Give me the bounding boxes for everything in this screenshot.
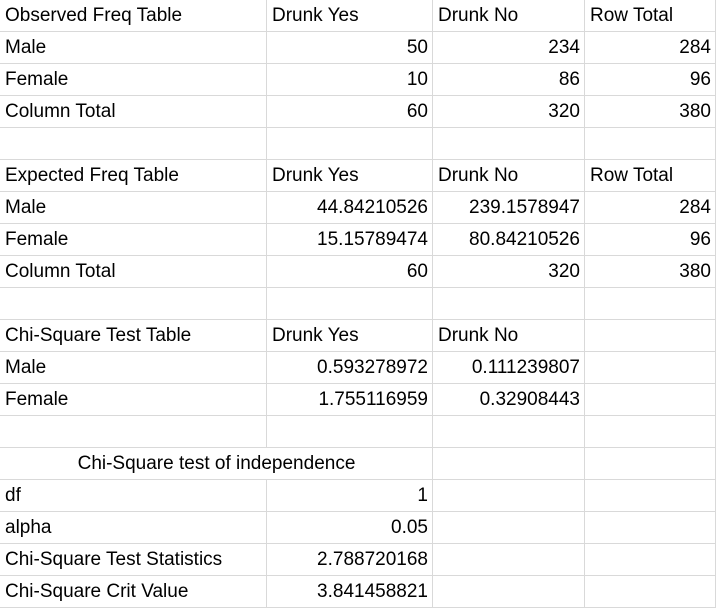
empty-cell[interactable] bbox=[0, 416, 267, 448]
chisq-female-drunk-yes[interactable]: 1.755116959 bbox=[267, 384, 433, 416]
empty-cell[interactable] bbox=[0, 288, 267, 320]
observed-male-row-total[interactable]: 284 bbox=[585, 32, 716, 64]
empty-cell[interactable] bbox=[585, 128, 716, 160]
empty-cell[interactable] bbox=[585, 448, 716, 480]
observed-male-drunk-no[interactable]: 234 bbox=[433, 32, 585, 64]
observed-female-drunk-no[interactable]: 86 bbox=[433, 64, 585, 96]
empty-cell[interactable] bbox=[585, 576, 716, 608]
observed-header-drunk-yes[interactable]: Drunk Yes bbox=[267, 0, 433, 32]
empty-cell[interactable] bbox=[433, 448, 585, 480]
empty-cell[interactable] bbox=[585, 544, 716, 576]
expected-column-total-drunk-yes[interactable]: 60 bbox=[267, 256, 433, 288]
empty-cell[interactable] bbox=[267, 416, 433, 448]
empty-cell[interactable] bbox=[433, 480, 585, 512]
expected-row-female-label[interactable]: Female bbox=[0, 224, 267, 256]
expected-female-row-total[interactable]: 96 bbox=[585, 224, 716, 256]
alpha-label[interactable]: alpha bbox=[0, 512, 267, 544]
test-statistic-label[interactable]: Chi-Square Test Statistics bbox=[0, 544, 267, 576]
empty-cell[interactable] bbox=[585, 512, 716, 544]
empty-cell[interactable] bbox=[433, 576, 585, 608]
chisq-male-drunk-yes[interactable]: 0.593278972 bbox=[267, 352, 433, 384]
observed-column-total-row-total[interactable]: 380 bbox=[585, 96, 716, 128]
expected-column-total-row-total[interactable]: 380 bbox=[585, 256, 716, 288]
empty-cell[interactable] bbox=[433, 544, 585, 576]
observed-column-total-drunk-no[interactable]: 320 bbox=[433, 96, 585, 128]
observed-female-drunk-yes[interactable]: 10 bbox=[267, 64, 433, 96]
observed-male-drunk-yes[interactable]: 50 bbox=[267, 32, 433, 64]
expected-male-row-total[interactable]: 284 bbox=[585, 192, 716, 224]
alpha-value[interactable]: 0.05 bbox=[267, 512, 433, 544]
expected-table-title[interactable]: Expected Freq Table bbox=[0, 160, 267, 192]
critical-value-label[interactable]: Chi-Square Crit Value bbox=[0, 576, 267, 608]
df-value[interactable]: 1 bbox=[267, 480, 433, 512]
expected-column-total-drunk-no[interactable]: 320 bbox=[433, 256, 585, 288]
test-statistic-value[interactable]: 2.788720168 bbox=[267, 544, 433, 576]
observed-female-row-total[interactable]: 96 bbox=[585, 64, 716, 96]
empty-cell[interactable] bbox=[433, 288, 585, 320]
chisq-header-drunk-no[interactable]: Drunk No bbox=[433, 320, 585, 352]
observed-header-row-total[interactable]: Row Total bbox=[585, 0, 716, 32]
chisq-row-male-label[interactable]: Male bbox=[0, 352, 267, 384]
empty-cell[interactable] bbox=[267, 288, 433, 320]
expected-female-drunk-yes[interactable]: 15.15789474 bbox=[267, 224, 433, 256]
observed-column-total-drunk-yes[interactable]: 60 bbox=[267, 96, 433, 128]
empty-cell[interactable] bbox=[585, 320, 716, 352]
chisq-table-title[interactable]: Chi-Square Test Table bbox=[0, 320, 267, 352]
df-label[interactable]: df bbox=[0, 480, 267, 512]
empty-cell[interactable] bbox=[585, 352, 716, 384]
expected-male-drunk-no[interactable]: 239.1578947 bbox=[433, 192, 585, 224]
empty-cell[interactable] bbox=[0, 128, 267, 160]
chisq-male-drunk-no[interactable]: 0.111239807 bbox=[433, 352, 585, 384]
empty-cell[interactable] bbox=[585, 480, 716, 512]
expected-header-row-total[interactable]: Row Total bbox=[585, 160, 716, 192]
observed-table-title[interactable]: Observed Freq Table bbox=[0, 0, 267, 32]
empty-cell[interactable] bbox=[433, 128, 585, 160]
chisq-header-drunk-yes[interactable]: Drunk Yes bbox=[267, 320, 433, 352]
independence-test-title[interactable]: Chi-Square test of independence bbox=[0, 448, 433, 480]
expected-header-drunk-no[interactable]: Drunk No bbox=[433, 160, 585, 192]
observed-row-column-total-label[interactable]: Column Total bbox=[0, 96, 267, 128]
empty-cell[interactable] bbox=[585, 288, 716, 320]
empty-cell[interactable] bbox=[585, 384, 716, 416]
chisq-row-female-label[interactable]: Female bbox=[0, 384, 267, 416]
empty-cell[interactable] bbox=[433, 416, 585, 448]
expected-female-drunk-no[interactable]: 80.84210526 bbox=[433, 224, 585, 256]
expected-header-drunk-yes[interactable]: Drunk Yes bbox=[267, 160, 433, 192]
observed-header-drunk-no[interactable]: Drunk No bbox=[433, 0, 585, 32]
empty-cell[interactable] bbox=[585, 416, 716, 448]
empty-cell[interactable] bbox=[433, 512, 585, 544]
expected-row-column-total-label[interactable]: Column Total bbox=[0, 256, 267, 288]
empty-cell[interactable] bbox=[267, 128, 433, 160]
observed-row-female-label[interactable]: Female bbox=[0, 64, 267, 96]
critical-value-value[interactable]: 3.841458821 bbox=[267, 576, 433, 608]
observed-row-male-label[interactable]: Male bbox=[0, 32, 267, 64]
expected-male-drunk-yes[interactable]: 44.84210526 bbox=[267, 192, 433, 224]
expected-row-male-label[interactable]: Male bbox=[0, 192, 267, 224]
chisq-female-drunk-no[interactable]: 0.32908443 bbox=[433, 384, 585, 416]
